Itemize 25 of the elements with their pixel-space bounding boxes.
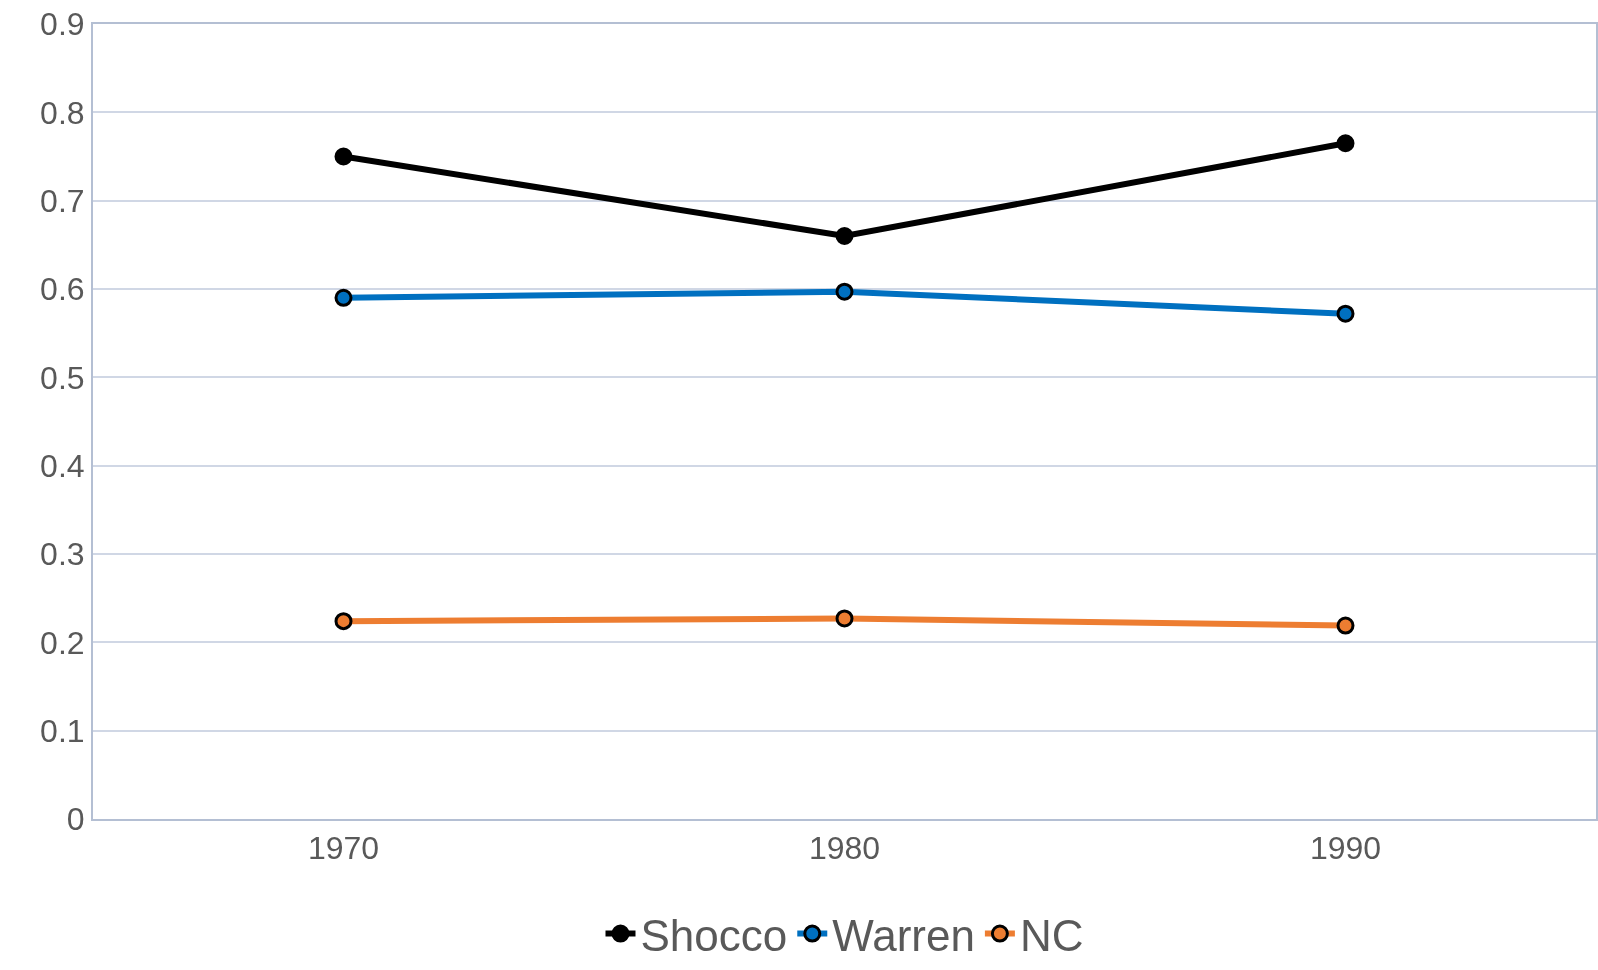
x-tick-label: 1990 (1309, 830, 1382, 867)
legend-label: Shocco (640, 910, 788, 960)
y-tick-label: 0.3 (40, 536, 85, 573)
y-tick-label: 0.8 (40, 94, 85, 131)
x-tick-label: 1980 (808, 830, 881, 867)
x-tick-label: 1970 (307, 830, 380, 867)
point (1336, 304, 1355, 323)
y-tick-label: 0.5 (40, 359, 85, 396)
y-tick-label: 0.7 (40, 182, 85, 219)
legend-label: NC (1019, 910, 1084, 960)
point (334, 147, 353, 166)
y-tick-label: 0 (66, 801, 85, 838)
point (835, 227, 854, 245)
point (1336, 616, 1355, 635)
y-tick-label: 0.2 (40, 624, 85, 661)
point (334, 288, 353, 307)
y-tick-label: 0.1 (40, 712, 85, 749)
point (835, 609, 854, 628)
y-tick-label: 0.4 (40, 447, 85, 484)
y-tick-label: 0.9 (40, 6, 85, 43)
point (1336, 134, 1355, 153)
y-tick-label: 0.6 (40, 271, 85, 308)
legend-label: Warren (832, 910, 975, 960)
point (334, 612, 353, 631)
point (835, 282, 854, 301)
